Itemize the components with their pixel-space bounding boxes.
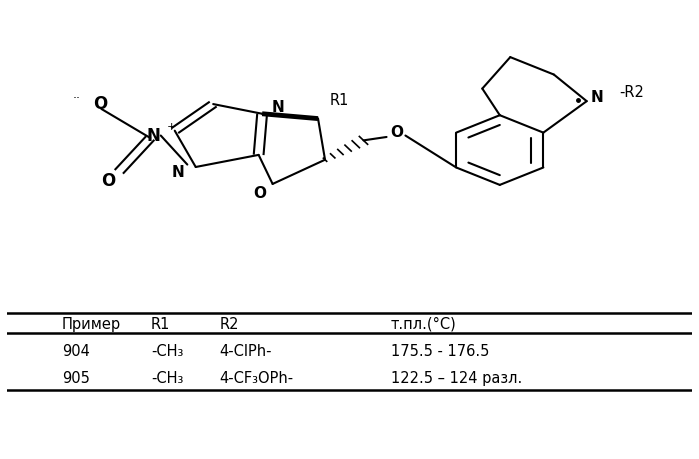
Text: O: O bbox=[254, 186, 266, 201]
Text: -CH₃: -CH₃ bbox=[151, 370, 183, 386]
Text: 905: 905 bbox=[62, 370, 89, 386]
Text: O: O bbox=[390, 125, 403, 140]
Text: ··: ·· bbox=[73, 92, 81, 105]
Text: O: O bbox=[101, 172, 115, 190]
Text: R2: R2 bbox=[219, 317, 239, 332]
Text: R1: R1 bbox=[151, 317, 171, 332]
Text: -R2: -R2 bbox=[620, 85, 644, 100]
Text: +: + bbox=[166, 122, 176, 132]
Text: N: N bbox=[172, 165, 185, 180]
Text: R1: R1 bbox=[329, 93, 349, 108]
Text: 122.5 – 124 разл.: 122.5 – 124 разл. bbox=[391, 370, 522, 386]
Text: 4-ClPh-: 4-ClPh- bbox=[219, 344, 272, 358]
Text: N: N bbox=[591, 90, 603, 105]
Text: N: N bbox=[147, 127, 161, 145]
Text: 175.5 - 176.5: 175.5 - 176.5 bbox=[391, 344, 489, 358]
Text: Пример: Пример bbox=[62, 317, 121, 332]
Text: т.пл.(°C): т.пл.(°C) bbox=[391, 317, 456, 332]
Text: -CH₃: -CH₃ bbox=[151, 344, 183, 358]
Text: O: O bbox=[93, 95, 107, 113]
Text: 4-CF₃OPh-: 4-CF₃OPh- bbox=[219, 370, 294, 386]
Text: 904: 904 bbox=[62, 344, 89, 358]
Text: N: N bbox=[272, 101, 284, 116]
